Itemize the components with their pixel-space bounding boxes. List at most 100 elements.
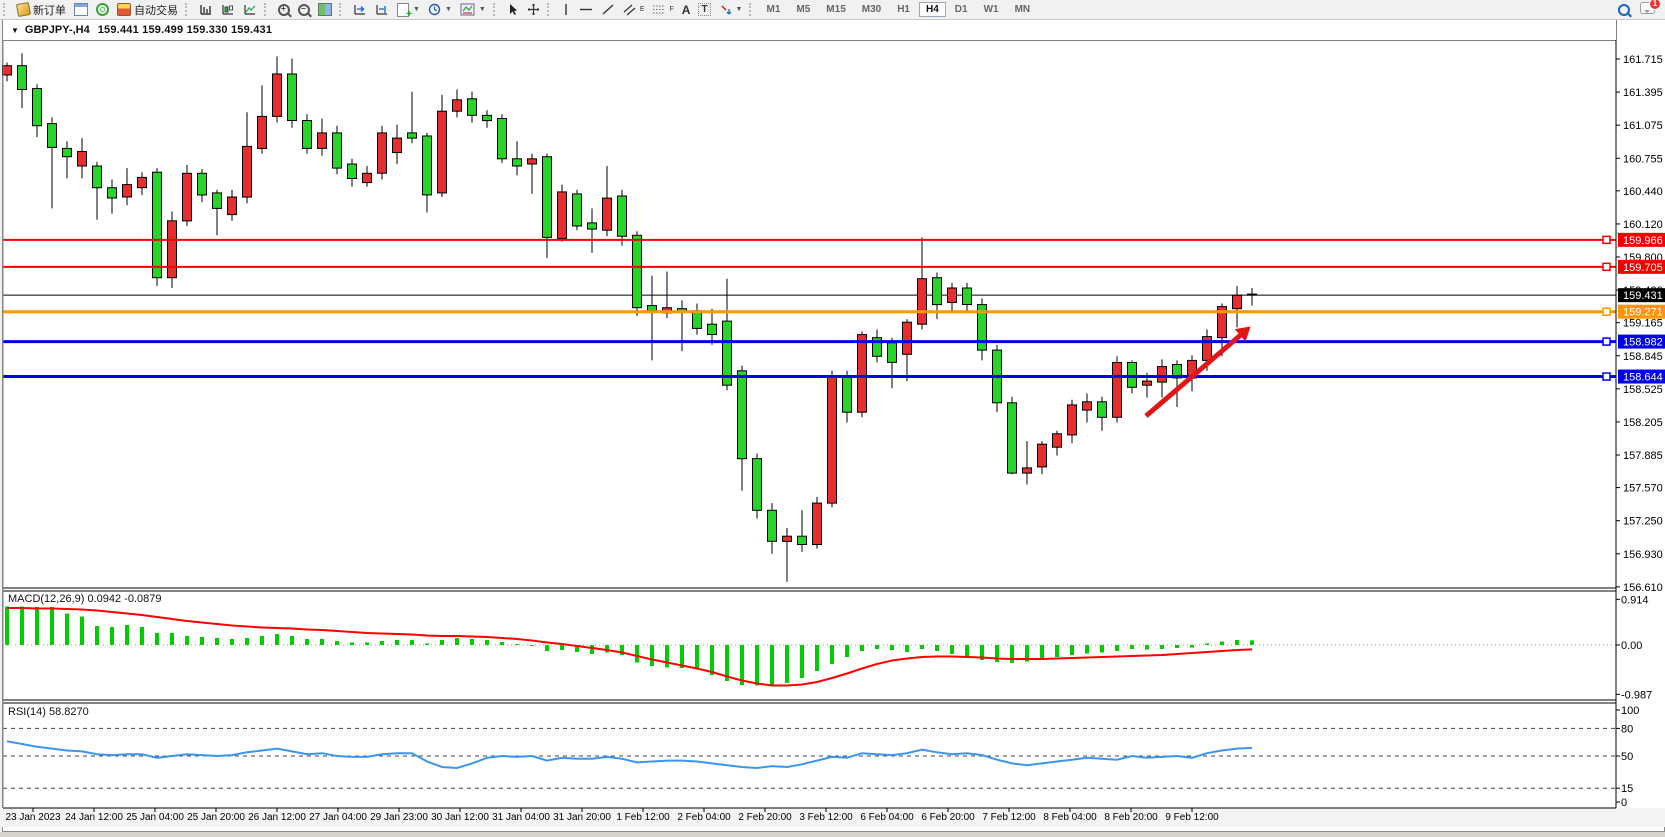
macd-histogram-bar: [1085, 645, 1089, 654]
timeframe-button-m15[interactable]: M15: [826, 4, 846, 15]
new-chart-button[interactable]: + ▼: [393, 1, 424, 19]
price-tick-label: 160.440: [1623, 186, 1663, 198]
macd-histogram-bar: [1100, 645, 1104, 653]
candle: [377, 125, 387, 180]
main-panel-bg: [3, 40, 1616, 588]
time-axis-label: 31 Jan 20:00: [553, 812, 611, 823]
scroll-right-button[interactable]: [371, 1, 393, 18]
toolbar-grip[interactable]: [546, 3, 553, 16]
vertical-line-tool-button[interactable]: [557, 1, 575, 18]
candle: [1247, 288, 1257, 306]
chat-button[interactable]: 1: [1640, 0, 1661, 17]
new-chart-icon: +: [397, 2, 412, 19]
macd-histogram-bar: [125, 625, 129, 645]
level-line-handle[interactable]: [1602, 337, 1611, 346]
timeframe-button-h1[interactable]: H1: [897, 4, 910, 15]
macd-histogram-bar: [530, 645, 534, 646]
candle: [527, 153, 537, 194]
chart-window-button[interactable]: [70, 1, 92, 18]
candle: [947, 282, 957, 311]
cursor-tool-button[interactable]: [503, 1, 523, 18]
timeframe-button-h4[interactable]: H4: [919, 2, 946, 17]
macd-histogram-bar: [635, 645, 639, 663]
main-toolbar: 新订单 自动交易 + −: [0, 0, 1665, 20]
template-button[interactable]: ▼: [456, 1, 490, 18]
period-button[interactable]: ▼: [424, 1, 456, 18]
price-tick-label: 157.885: [1623, 450, 1663, 462]
timeframe-button-w1[interactable]: W1: [983, 4, 999, 15]
price-level-label: 159.271: [1618, 304, 1665, 319]
text-label-tool-button[interactable]: T: [694, 1, 714, 18]
toolbar-grip[interactable]: [185, 3, 191, 16]
scroll-left-button[interactable]: [349, 1, 371, 18]
auto-trading-icon: [117, 3, 131, 16]
text-tool-button[interactable]: A: [678, 1, 695, 18]
macd-histogram-bar: [830, 645, 834, 664]
trend-arrow-annotation[interactable]: [1144, 326, 1251, 418]
timeframe-button-m30[interactable]: M30: [861, 4, 882, 15]
zoom-out-button[interactable]: −: [294, 1, 314, 18]
toolbar-grip[interactable]: [749, 3, 755, 16]
equidistant-channel-tool-button[interactable]: E: [619, 1, 649, 18]
new-order-button[interactable]: 新订单: [13, 1, 70, 18]
candle: [602, 166, 612, 237]
signal-button[interactable]: [92, 1, 113, 18]
arrows-caret-icon: ▼: [735, 6, 743, 13]
candle: [122, 168, 132, 206]
macd-histogram-bar: [335, 641, 339, 645]
level-line-handle[interactable]: [1602, 235, 1611, 245]
candle: [137, 172, 147, 195]
macd-histogram-bar: [470, 639, 474, 645]
line-chart-button[interactable]: [239, 1, 261, 18]
price-axis-bg[interactable]: [1616, 20, 1665, 826]
auto-trading-button[interactable]: 自动交易: [113, 1, 182, 18]
candlestick-chart-button[interactable]: [217, 1, 239, 18]
macd-histogram-bar: [620, 645, 624, 655]
candle: [902, 319, 912, 382]
timeframe-button-m1[interactable]: M1: [766, 4, 781, 15]
trendline-tool-button[interactable]: [597, 1, 619, 18]
macd-histogram-bar: [425, 643, 429, 645]
candle: [767, 503, 777, 554]
macd-histogram-bar: [605, 645, 609, 653]
level-line-handle[interactable]: [1602, 262, 1611, 272]
rsi-tick-label: 0: [1621, 797, 1627, 809]
timeframe-button-m5[interactable]: M5: [796, 4, 811, 15]
price-tick-label: 158.205: [1623, 417, 1663, 429]
toolbar-grip[interactable]: [339, 3, 345, 16]
toolbar-grip[interactable]: [3, 3, 9, 16]
macd-histogram-bar: [1205, 643, 1209, 645]
macd-histogram-bar: [95, 626, 99, 645]
candle: [17, 53, 27, 109]
toolbar-grip[interactable]: [492, 3, 499, 16]
chart-menu-caret-icon[interactable]: ▼: [11, 25, 19, 35]
tile-windows-icon: [318, 3, 332, 16]
bar-chart-icon: [200, 5, 211, 15]
timeframe-button-mn[interactable]: MN: [1014, 4, 1031, 15]
toolbar-grip[interactable]: [264, 3, 270, 16]
time-axis-label: 23 Jan 2023: [5, 812, 60, 823]
candle: [1067, 399, 1077, 444]
bar-chart-button[interactable]: [195, 1, 217, 18]
time-axis-bg[interactable]: [0, 808, 1665, 827]
zoom-in-button[interactable]: +: [274, 1, 294, 18]
level-line-handle[interactable]: [1602, 372, 1611, 381]
arrows-tool-button[interactable]: ▼: [715, 1, 747, 18]
crosshair-tool-button[interactable]: [523, 1, 544, 18]
level-line-handle[interactable]: [1602, 307, 1611, 316]
price-tick-label: 157.250: [1623, 516, 1663, 528]
timeframe-button-d1[interactable]: D1: [954, 4, 968, 15]
horizontal-line-tool-button[interactable]: [575, 1, 597, 18]
candle: [557, 184, 567, 242]
macd-histogram-bar: [275, 634, 279, 645]
macd-histogram-bar: [440, 640, 444, 645]
macd-indicator-label: MACD(12,26,9) 0.0942 -0.0879: [8, 593, 162, 605]
price-tick-label: 157.570: [1623, 483, 1663, 495]
macd-histogram-bar: [380, 641, 384, 645]
tile-windows-button[interactable]: [314, 1, 336, 18]
search-icon[interactable]: [1618, 3, 1630, 16]
horizontal-line-icon: [579, 8, 592, 11]
time-axis-label: 8 Feb 04:00: [1043, 812, 1097, 823]
fibonacci-tool-button[interactable]: F: [648, 1, 677, 18]
